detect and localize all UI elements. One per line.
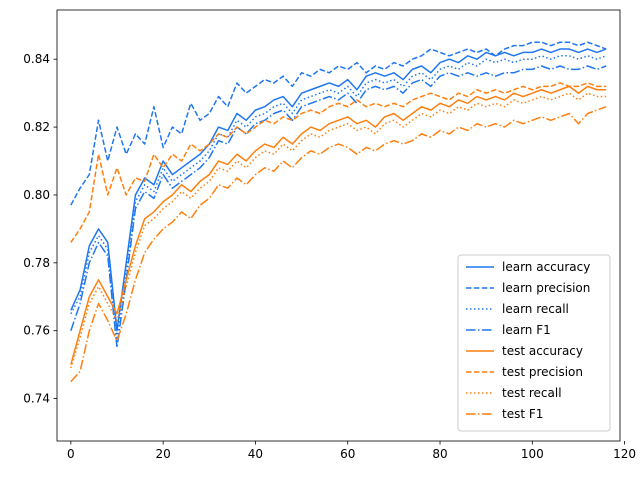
legend-label: learn F1 [502, 323, 551, 337]
legend-label: test recall [502, 386, 562, 400]
legend-label: learn precision [502, 281, 590, 295]
x-tick-label: 80 [432, 447, 447, 461]
legend-label: learn accuracy [502, 260, 590, 274]
series-line-test-accuracy [70, 85, 607, 365]
axes: 0 20 40 60 80 100 120 0.74 0.76 0.78 0.80 0.82 0.84 [23, 9, 636, 461]
legend-box [457, 254, 611, 432]
series-line-learn-accuracy [70, 48, 607, 332]
legend: learn accuracy learn precision learn recal… [457, 254, 611, 432]
y-tick-label: 0.80 [23, 188, 50, 202]
series-line-learn-recall [70, 55, 607, 339]
series-line-learn-F1 [70, 65, 607, 349]
y-tick-label: 0.82 [23, 120, 50, 134]
y-tick-label: 0.76 [23, 324, 50, 338]
legend-label: learn recall [502, 302, 569, 316]
x-tick-label: 120 [613, 447, 636, 461]
legend-label: test precision [502, 365, 583, 379]
plot-area [70, 41, 607, 383]
y-tick-label: 0.78 [23, 256, 50, 270]
legend-label: test accuracy [502, 344, 583, 358]
series-line-test-precision [70, 82, 607, 243]
x-tick-label: 100 [521, 447, 544, 461]
x-tick-label: 20 [155, 447, 170, 461]
y-tick-label: 0.74 [23, 392, 50, 406]
x-tick-label: 40 [248, 447, 263, 461]
axes-frame [56, 9, 621, 442]
x-tick-label: 0 [67, 447, 75, 461]
x-tick-label: 60 [340, 447, 355, 461]
series-line-test-recall [70, 92, 607, 369]
y-tick-label: 0.84 [23, 52, 50, 66]
series-line-test-F1 [70, 106, 607, 383]
legend-label: test F1 [502, 407, 543, 421]
